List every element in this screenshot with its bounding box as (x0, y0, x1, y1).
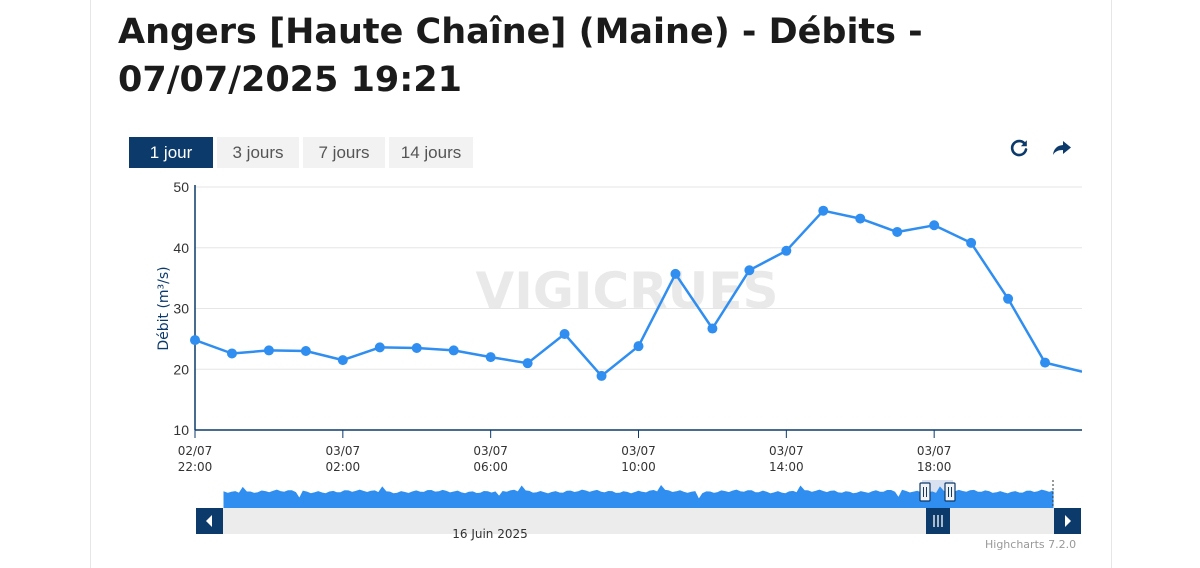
data-point (374, 342, 385, 353)
flow-chart: VIGICRUES 10 20 30 40 50 Débit (m³/s) 02/07 22:0… (156, 179, 1082, 541)
data-point (448, 345, 459, 356)
data-point (1003, 293, 1014, 304)
y-tick-label: 30 (173, 301, 189, 317)
data-point (226, 348, 237, 359)
navigator-handle-left[interactable] (919, 482, 931, 502)
data-point (596, 370, 607, 381)
x-tick-label: 02/07 22:00 (178, 444, 213, 474)
data-point (818, 205, 829, 216)
data-point (337, 355, 348, 366)
data-point (670, 268, 681, 279)
y-tick-label: 10 (173, 422, 189, 438)
data-point (522, 358, 533, 369)
data-point (559, 329, 570, 340)
x-tick-label: 03/07 10:00 (621, 444, 656, 474)
x-tick-label: 03/07 02:00 (326, 444, 361, 474)
navigator-date-label: 16 Juin 2025 (452, 527, 528, 541)
data-point (929, 220, 940, 231)
data-point (633, 341, 644, 352)
scrollbar-right-arrow-icon (1065, 515, 1071, 527)
share-arrow-icon[interactable] (1050, 136, 1074, 160)
data-point (190, 335, 200, 346)
data-point (411, 342, 422, 353)
refresh-icon[interactable] (1007, 136, 1031, 160)
page-title: Angers [Haute Chaîne] (Maine) - Débits -… (118, 12, 923, 100)
data-point (300, 346, 311, 357)
data-point (263, 345, 274, 356)
y-axis-title: Débit (m³/s) (156, 266, 172, 350)
handle-body (919, 482, 931, 502)
highcharts-credits[interactable]: Highcharts 7.2.0 (985, 538, 1077, 551)
scrollbar-left-arrow-icon (206, 515, 212, 527)
data-point (781, 245, 792, 256)
data-point (966, 237, 977, 248)
chart-card (90, 0, 1112, 568)
x-tick-label: 03/07 18:00 (917, 444, 952, 474)
x-tick-label: 03/07 06:00 (473, 444, 508, 474)
range-button-1-jour[interactable]: 1 jour (129, 137, 213, 168)
data-point (707, 323, 718, 334)
data-point (485, 352, 496, 363)
vigicrues-watermark-text: VIGICRUES (476, 262, 779, 320)
data-point (1040, 357, 1051, 368)
data-point (892, 226, 903, 237)
data-point (855, 213, 866, 224)
x-tick-label: 03/07 14:00 (769, 444, 804, 474)
range-button-3-jours[interactable]: 3 jours (217, 137, 299, 168)
y-tick-label: 40 (173, 240, 189, 256)
handle-body (944, 482, 956, 502)
range-button-14-jours[interactable]: 14 jours (389, 137, 473, 168)
navigator-handle-right[interactable] (944, 482, 956, 502)
range-button-7-jours[interactable]: 7 jours (303, 137, 385, 168)
data-point (744, 265, 755, 276)
y-tick-label: 50 (173, 179, 189, 195)
y-tick-label: 20 (173, 361, 189, 377)
